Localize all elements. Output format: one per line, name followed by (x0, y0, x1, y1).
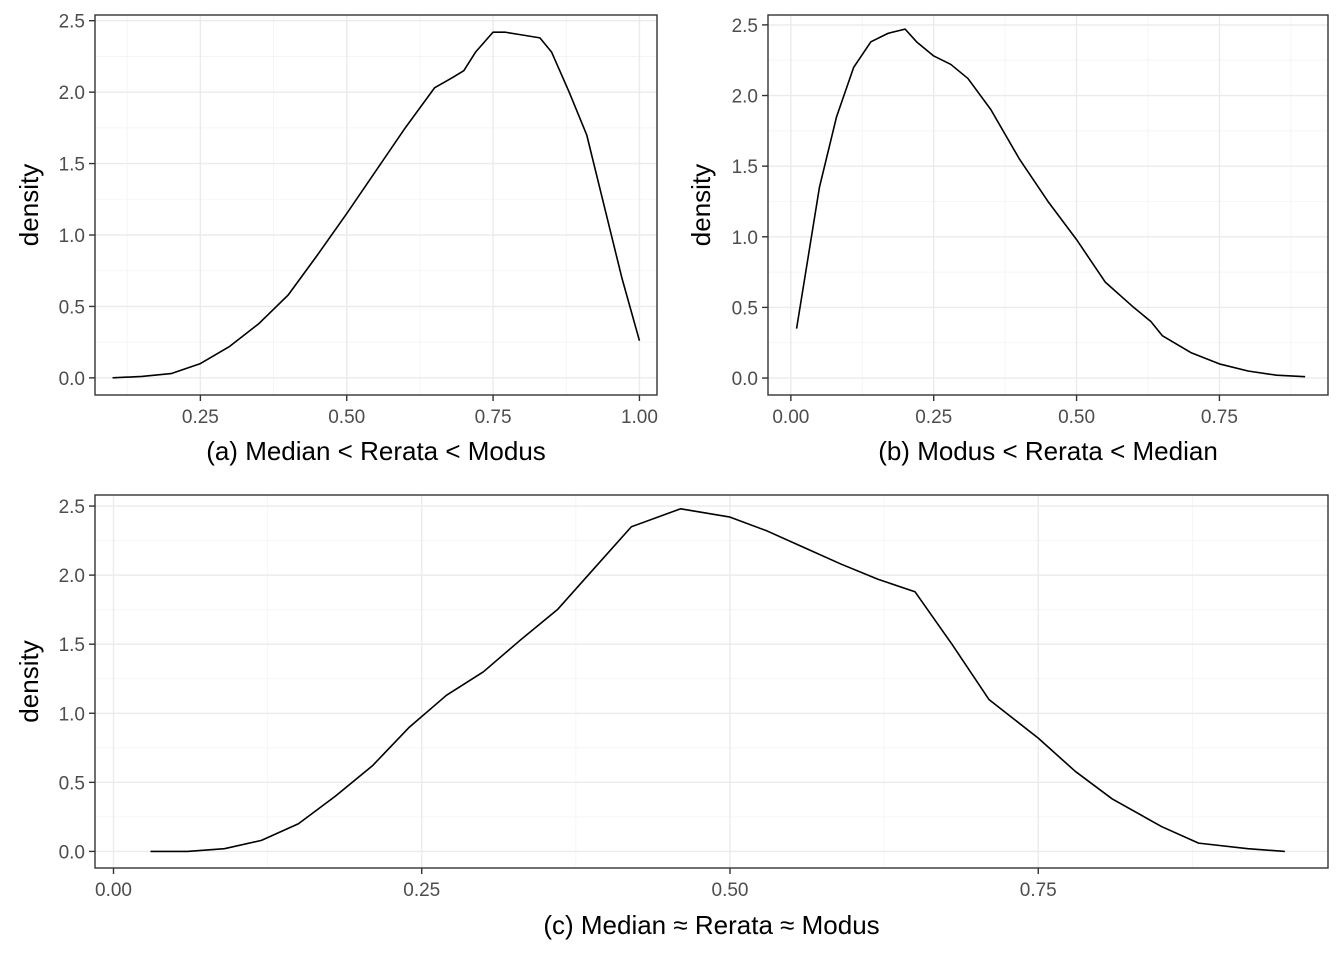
y-tick-label: 1.0 (59, 704, 85, 725)
y-tick-label: 1.5 (59, 635, 85, 656)
x-tick-label: 1.00 (621, 407, 658, 428)
density-curve-b (795, 28, 1306, 378)
panel-b-density-plot: 0.00 0.25 0.50 0.75 0.0 0.5 1.0 1.5 2.0 2.5 (b) Mo… (686, 14, 1329, 466)
panel-background (95, 495, 1328, 868)
panel-border (767, 14, 1329, 396)
density-curve-c (150, 508, 1285, 853)
y-tick-label: 0.5 (732, 298, 758, 319)
x-tick-label: 0.25 (915, 407, 952, 428)
x-tick-label: 0.00 (772, 407, 809, 428)
y-tick-label: 2.0 (59, 566, 85, 587)
y-tick-label: 1.5 (732, 157, 758, 178)
panel-a-density-plot: 0.25 0.50 0.75 1.00 0.0 0.5 1.0 1.5 2.0 2.5 (a) Me… (14, 12, 658, 466)
panel-background (768, 15, 1328, 395)
y-tick-label: 2.5 (59, 497, 85, 518)
density-curve-a (112, 31, 641, 379)
y-tick-label: 1.5 (59, 155, 85, 176)
x-tick-label: 0.75 (475, 407, 512, 428)
x-tick-label: 0.50 (712, 880, 749, 901)
x-tick-label: 0.75 (1201, 407, 1238, 428)
x-axis-title-b: (b) Modus < Rerata < Median (878, 436, 1218, 466)
y-tick-label: 0.0 (59, 369, 85, 390)
x-axis-title-c: (c) Median ≈ Rerata ≈ Modus (543, 910, 879, 940)
x-tick-label: 0.00 (95, 880, 132, 901)
panel-border (94, 14, 658, 396)
y-tick-label: 2.5 (732, 16, 758, 37)
y-tick-label: 0.5 (59, 297, 85, 318)
y-axis-title-c: density (14, 640, 44, 722)
y-tick-label: 0.5 (59, 773, 85, 794)
y-tick-label: 2.5 (59, 12, 85, 33)
y-axis-title-b: density (686, 164, 716, 246)
y-axis-title-a: density (14, 164, 44, 246)
y-tick-label: 1.0 (59, 226, 85, 247)
panel-c-density-plot: 0.00 0.25 0.50 0.75 0.0 0.5 1.0 1.5 2.0 2.5 (c) Me… (14, 494, 1329, 940)
x-tick-label: 0.25 (182, 407, 219, 428)
x-tick-label: 0.75 (1020, 880, 1057, 901)
x-axis-title-a: (a) Median < Rerata < Modus (206, 436, 546, 466)
x-tick-label: 0.50 (1058, 407, 1095, 428)
x-tick-label: 0.25 (403, 880, 440, 901)
x-tick-label: 0.50 (328, 407, 365, 428)
y-tick-label: 0.0 (732, 369, 758, 390)
y-tick-label: 1.0 (732, 228, 758, 249)
panel-background (95, 15, 657, 395)
y-tick-label: 0.0 (59, 842, 85, 863)
panel-border (94, 494, 1329, 869)
y-tick-label: 2.0 (732, 87, 758, 108)
y-tick-label: 2.0 (59, 83, 85, 104)
